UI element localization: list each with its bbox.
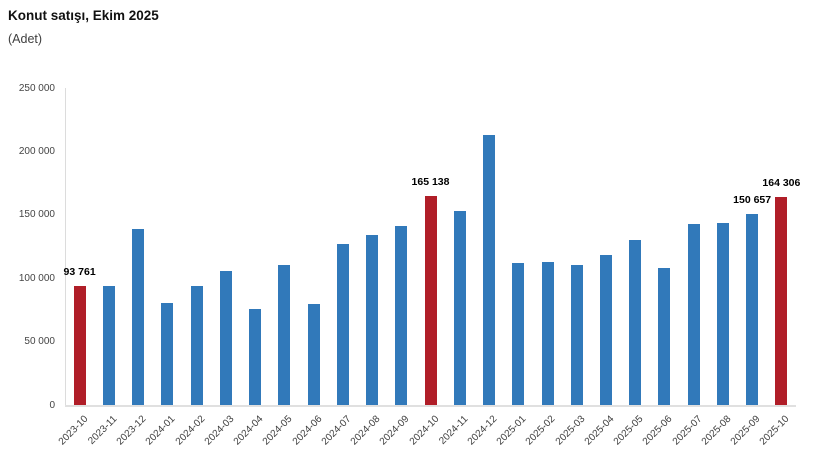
y-tick-label: 150 000	[18, 209, 55, 221]
y-tick-label: 50 000	[24, 336, 55, 348]
y-tick-label: 200 000	[18, 145, 55, 157]
bar-2025-05[interactable]	[629, 240, 642, 405]
bar-2024-06[interactable]	[307, 304, 320, 405]
bar-2024-01[interactable]	[161, 303, 174, 405]
x-axis-line	[65, 405, 796, 407]
data-label-2023-10: 93 761	[63, 266, 96, 279]
bar-2025-09[interactable]	[746, 214, 759, 405]
bar-2024-08[interactable]	[366, 234, 378, 405]
bar-2023-11[interactable]	[102, 286, 115, 405]
bar-2023-10[interactable]	[73, 286, 86, 405]
bar-2024-09[interactable]	[395, 226, 408, 405]
bar-2025-01[interactable]	[512, 262, 525, 405]
y-tick-label: 0	[49, 399, 55, 411]
data-label-2025-10: 164 306	[762, 176, 801, 189]
bar-2024-07[interactable]	[336, 243, 349, 405]
y-tick-label: 250 000	[18, 82, 55, 94]
data-label-2025-09: 150 657	[733, 193, 772, 206]
bar-2025-04[interactable]	[599, 254, 612, 405]
y-axis-line	[65, 88, 66, 405]
bar-2024-02[interactable]	[190, 285, 203, 405]
bar-2024-05[interactable]	[278, 264, 291, 405]
chart-title: Konut satışı, Ekim 2025	[8, 8, 159, 23]
bar-2024-04[interactable]	[249, 309, 262, 405]
bar-2024-03[interactable]	[219, 271, 232, 405]
chart-unit-label: (Adet)	[8, 32, 43, 46]
bar-2025-07[interactable]	[687, 223, 700, 405]
bar-2025-03[interactable]	[570, 264, 583, 405]
bar-2025-10[interactable]	[775, 196, 788, 405]
bar-2024-11[interactable]	[453, 211, 466, 405]
bar-2025-08[interactable]	[716, 223, 729, 405]
bar-2024-12[interactable]	[483, 135, 495, 405]
bar-2024-10[interactable]	[424, 195, 437, 405]
bar-2025-02[interactable]	[541, 261, 554, 405]
data-label-2024-10: 165 138	[411, 175, 450, 188]
bar-2023-12[interactable]	[132, 229, 145, 405]
bar-2025-06[interactable]	[658, 268, 671, 405]
y-tick-label: 100 000	[18, 272, 55, 284]
